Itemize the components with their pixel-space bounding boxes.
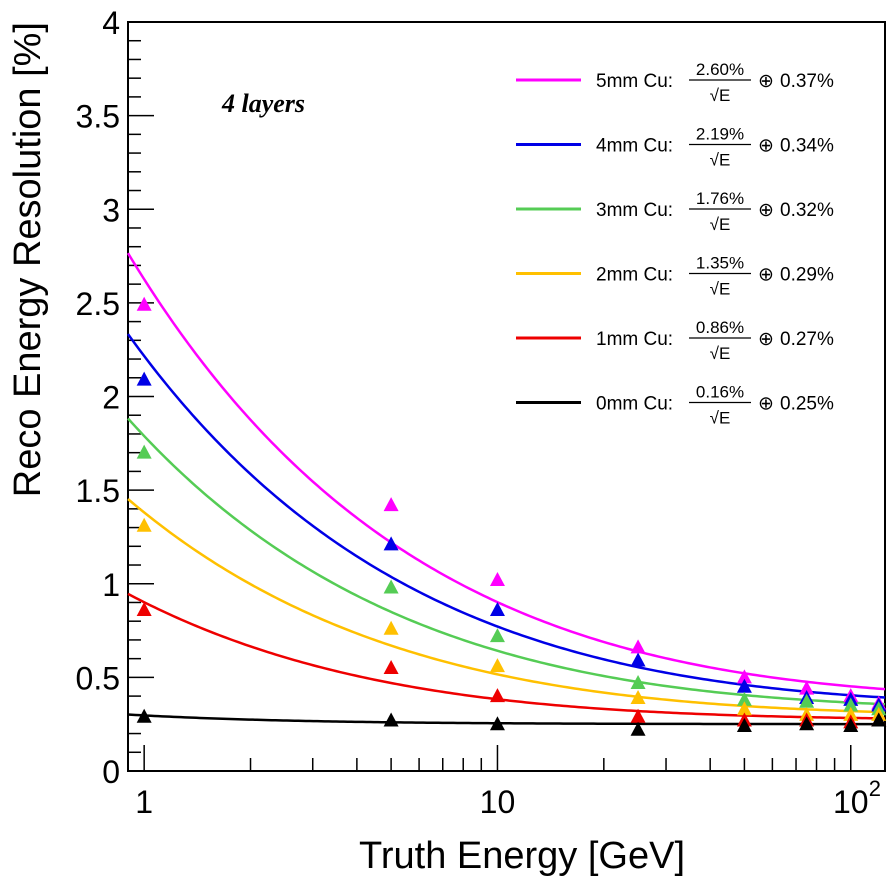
legend-label: 1mm Cu: — [596, 329, 673, 350]
data-point — [383, 620, 399, 635]
x-tick-label: 1 — [135, 784, 153, 820]
y-tick-label: 0 — [102, 754, 120, 790]
legend-sqrt-e: √E — [710, 215, 731, 234]
fit-curve — [126, 252, 886, 691]
data-point — [489, 658, 505, 673]
axis-tick-labels: 00.511.522.533.541 10 10 2 — [76, 5, 881, 820]
fit-curve — [127, 417, 886, 706]
data-point — [843, 697, 859, 712]
legend-oplus: ⊕ — [758, 265, 774, 286]
data-point — [489, 688, 505, 703]
y-tick-label: 3 — [102, 192, 120, 228]
legend-oplus: ⊕ — [758, 394, 774, 415]
legend-constant: 0.37% — [780, 71, 834, 92]
legend-label: 5mm Cu: — [596, 71, 673, 92]
data-point — [136, 444, 152, 459]
data-point — [489, 628, 505, 643]
legend: 5mm Cu: 2.60% √E ⊕ 0.37% 4mm Cu: 2.19% √E ⊕ 0.34%… — [516, 60, 834, 428]
legend-sqrt-e: √E — [710, 86, 731, 105]
data-point — [136, 601, 152, 616]
legend-stochastic: 2.19% — [696, 125, 744, 144]
data-point — [799, 693, 815, 708]
legend-entry: 5mm Cu: 2.60% √E ⊕ 0.37% — [516, 60, 834, 105]
data-point — [736, 669, 752, 684]
legend-label: 4mm Cu: — [596, 136, 673, 157]
data-point — [489, 601, 505, 616]
data-point — [630, 708, 646, 723]
legend-oplus: ⊕ — [758, 71, 774, 92]
data-point — [799, 680, 815, 695]
fit-curves — [126, 252, 886, 726]
data-point — [843, 706, 859, 721]
legend-entry: 0mm Cu: 0.16% √E ⊕ 0.25% — [516, 383, 834, 428]
fit-curve — [127, 592, 886, 720]
data-point — [630, 689, 646, 704]
data-point — [136, 296, 152, 311]
y-tick-label: 3.5 — [76, 99, 120, 135]
legend-oplus: ⊕ — [758, 136, 774, 157]
data-point — [489, 716, 505, 731]
data-point — [136, 517, 152, 532]
data-point — [736, 701, 752, 716]
legend-entry: 2mm Cu: 1.35% √E ⊕ 0.29% — [516, 254, 834, 299]
data-point — [630, 721, 646, 736]
legend-label: 2mm Cu: — [596, 265, 673, 286]
data-point — [799, 716, 815, 731]
data-point — [489, 572, 505, 587]
data-point — [630, 652, 646, 667]
data-points — [136, 296, 887, 736]
data-point — [871, 712, 887, 727]
legend-entry: 1mm Cu: 0.86% √E ⊕ 0.27% — [516, 318, 834, 363]
legend-stochastic: 2.60% — [696, 60, 744, 79]
legend-label: 0mm Cu: — [596, 394, 673, 415]
legend-entry: 4mm Cu: 2.19% √E ⊕ 0.34% — [516, 125, 834, 170]
data-point — [136, 371, 152, 386]
data-point — [383, 579, 399, 594]
data-point — [383, 497, 399, 512]
data-point — [736, 718, 752, 733]
legend-constant: 0.29% — [780, 265, 834, 286]
y-tick-label: 4 — [102, 5, 120, 41]
y-tick-label: 1 — [102, 567, 120, 603]
legend-label: 3mm Cu: — [596, 200, 673, 221]
data-point — [843, 718, 859, 733]
legend-oplus: ⊕ — [758, 200, 774, 221]
data-point — [383, 660, 399, 675]
fit-curve — [127, 498, 886, 714]
legend-constant: 0.32% — [780, 200, 834, 221]
legend-stochastic: 1.76% — [696, 189, 744, 208]
x-tick-exponent: 2 — [869, 776, 881, 801]
x-tick-label: 10 — [833, 784, 869, 820]
legend-stochastic: 0.16% — [696, 383, 744, 402]
data-point — [736, 678, 752, 693]
y-axis-title: Reco Energy Resolution [%] — [7, 22, 49, 497]
legend-constant: 0.27% — [780, 329, 834, 350]
legend-constant: 0.34% — [780, 136, 834, 157]
fit-curve — [127, 713, 885, 726]
y-tick-label: 0.5 — [76, 660, 120, 696]
legend-sqrt-e: √E — [710, 151, 731, 170]
layers-annotation: 4 layers — [221, 89, 305, 118]
legend-stochastic: 0.86% — [696, 318, 744, 337]
legend-entry: 3mm Cu: 1.76% √E ⊕ 0.32% — [516, 189, 834, 234]
data-point — [136, 708, 152, 723]
legend-stochastic: 1.35% — [696, 254, 744, 273]
y-tick-label: 2.5 — [76, 286, 120, 322]
data-point — [736, 691, 752, 706]
legend-constant: 0.25% — [780, 394, 834, 415]
legend-oplus: ⊕ — [758, 329, 774, 350]
legend-sqrt-e: √E — [710, 344, 731, 363]
data-point — [383, 536, 399, 551]
x-axis-title: Truth Energy [GeV] — [359, 835, 685, 877]
y-tick-label: 1.5 — [76, 473, 120, 509]
y-tick-label: 2 — [102, 380, 120, 416]
fit-curve — [126, 333, 886, 699]
data-point — [630, 674, 646, 689]
legend-sqrt-e: √E — [710, 280, 731, 299]
legend-sqrt-e: √E — [710, 409, 731, 428]
data-point — [383, 712, 399, 727]
x-tick-label: 10 — [480, 784, 516, 820]
data-point — [630, 639, 646, 654]
